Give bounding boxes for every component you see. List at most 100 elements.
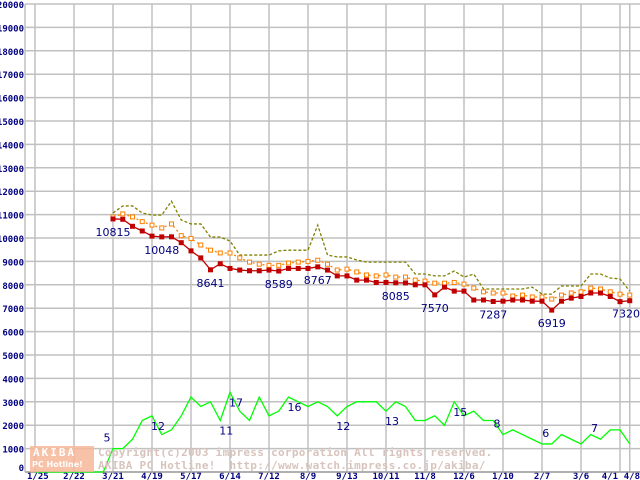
y-tick-label: 20000 (0, 1, 24, 11)
data-point-average (266, 262, 272, 268)
data-point-average (334, 267, 340, 273)
data-point-min (442, 284, 447, 290)
data-point-min (373, 279, 379, 285)
data-point-min (451, 288, 457, 294)
data-point-average (139, 219, 145, 225)
data-point-average (412, 277, 418, 283)
data-point-average (539, 294, 545, 300)
y-tick-label: 10000 (0, 235, 24, 245)
count-label: 15 (453, 406, 467, 419)
count-label: 17 (229, 396, 243, 409)
count-label: 5 (104, 432, 111, 445)
data-point-min (490, 298, 496, 304)
data-point-min (276, 268, 282, 274)
y-tick-label: 16000 (0, 95, 24, 105)
x-tick-label: 6/14 (219, 472, 241, 480)
data-point-average (247, 259, 252, 265)
x-tick-label: 8/9 (300, 472, 316, 480)
data-point-average (403, 274, 408, 280)
price-label: 8767 (304, 274, 332, 287)
data-point-average (578, 289, 584, 295)
y-tick-label: 13000 (0, 165, 24, 175)
data-point-min (247, 268, 252, 274)
data-point-average (276, 262, 282, 268)
data-point-min (432, 292, 438, 298)
x-tick-label: 4/1 (602, 472, 618, 480)
data-point-average (256, 261, 262, 267)
y-tick-label: 9000 (2, 258, 24, 268)
data-point-min (617, 299, 623, 305)
x-tick-label: 4/19 (141, 472, 163, 480)
data-point-average (354, 269, 360, 275)
data-point-min (266, 267, 272, 273)
data-point-average (149, 222, 155, 228)
price-label: 8589 (265, 278, 293, 291)
data-point-average (305, 258, 311, 264)
data-point-min (578, 294, 584, 299)
price-label: 8085 (382, 290, 410, 303)
data-point-average (344, 266, 350, 272)
data-point-min (529, 298, 535, 304)
data-point-average (237, 255, 243, 261)
data-point-average (286, 260, 291, 266)
data-point-min (539, 298, 545, 304)
price-label: 7287 (479, 308, 507, 321)
y-tick-label: 12000 (0, 188, 24, 198)
data-point-min (120, 216, 126, 222)
data-point-min (520, 297, 525, 303)
count-label: 13 (385, 415, 399, 428)
data-point-average (490, 290, 496, 296)
series-line-max (112, 200, 631, 295)
data-point-average (481, 289, 486, 295)
data-point-min (227, 265, 233, 271)
data-point-min (149, 233, 155, 239)
y-tick-label: 7000 (2, 305, 24, 315)
data-point-min (344, 273, 350, 279)
data-point-min (295, 265, 301, 271)
data-point-min (325, 267, 330, 273)
data-point-average (549, 296, 555, 302)
y-tick-label: 17000 (0, 71, 24, 81)
y-tick-label: 15000 (0, 118, 24, 128)
data-point-average (559, 292, 564, 298)
data-point-average (617, 291, 623, 297)
data-point-min (403, 280, 408, 286)
data-point-min (412, 282, 418, 288)
count-label: 7 (591, 422, 598, 435)
price-label: 10048 (144, 244, 179, 257)
data-point-average (208, 247, 213, 253)
count-label: 6 (542, 427, 549, 440)
data-point-average (364, 272, 369, 278)
data-point-average (120, 211, 126, 217)
data-point-min (471, 297, 477, 303)
price-label: 7570 (421, 302, 449, 315)
data-point-min (169, 234, 174, 240)
data-point-min (510, 297, 516, 303)
data-point-min (159, 234, 165, 240)
data-point-average (500, 290, 506, 296)
y-tick-label: 18000 (0, 48, 24, 58)
data-point-average (217, 250, 223, 256)
data-point-average (393, 274, 399, 280)
x-tick-label: 5/17 (180, 472, 202, 480)
y-tick-label: 19000 (0, 24, 24, 34)
data-point-min (568, 295, 574, 301)
x-tick-label: 11/8 (414, 472, 436, 480)
data-point-min (334, 273, 340, 279)
y-tick-label: 8000 (2, 282, 24, 292)
data-point-min (559, 298, 564, 304)
data-point-min (627, 298, 633, 304)
data-point-min (383, 279, 389, 285)
data-point-average (188, 235, 194, 241)
y-tick-label: 0 (19, 464, 24, 474)
data-point-average (198, 242, 204, 248)
y-tick-label: 4000 (2, 375, 24, 385)
data-point-average (373, 273, 379, 279)
data-point-average (627, 292, 633, 298)
data-point-average (568, 290, 574, 296)
data-point-min (256, 268, 262, 274)
data-point-min (178, 240, 184, 246)
data-point-min (110, 216, 116, 222)
data-point-average (520, 292, 525, 298)
